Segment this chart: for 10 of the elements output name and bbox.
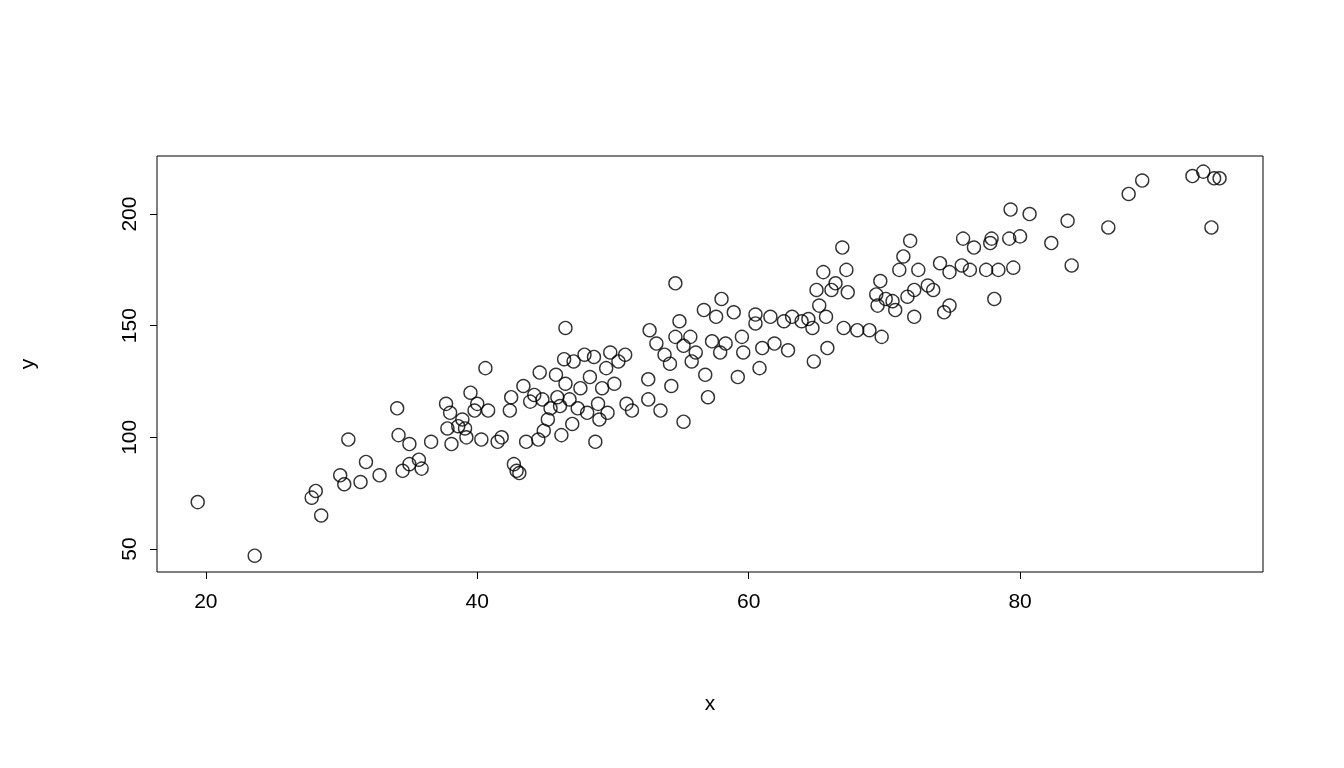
x-tick-label: 20 [194, 589, 218, 612]
x-tick-label: 40 [465, 589, 489, 612]
y-tick-label: 150 [117, 308, 140, 344]
y-axis-title: y [15, 358, 38, 370]
x-tick-label: 80 [1008, 589, 1032, 612]
y-tick-label: 200 [117, 196, 140, 232]
x-axis-title: x [704, 691, 716, 714]
x-tick-label: 60 [737, 589, 761, 612]
y-tick-label: 100 [117, 419, 140, 455]
y-tick-label: 50 [117, 537, 140, 561]
